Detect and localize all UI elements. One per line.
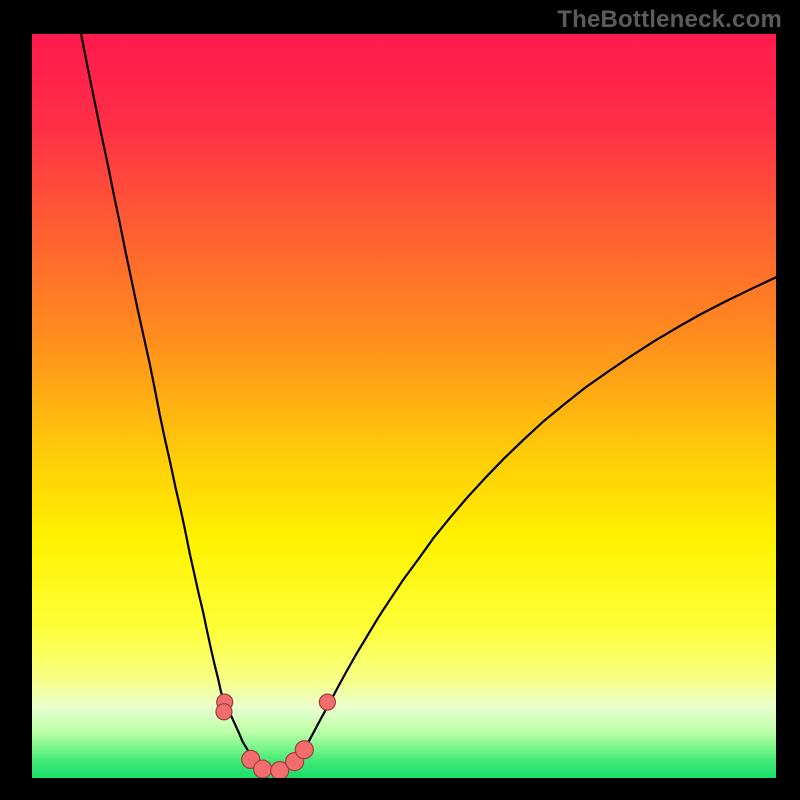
chart-svg xyxy=(32,34,776,778)
plot-area xyxy=(32,34,776,778)
root-canvas: TheBottleneck.com xyxy=(0,0,800,800)
data-marker xyxy=(319,694,335,710)
watermark-label: TheBottleneck.com xyxy=(557,6,782,34)
data-marker xyxy=(216,704,232,720)
data-marker xyxy=(254,760,272,778)
data-marker xyxy=(295,741,313,759)
gradient-background xyxy=(32,34,776,778)
